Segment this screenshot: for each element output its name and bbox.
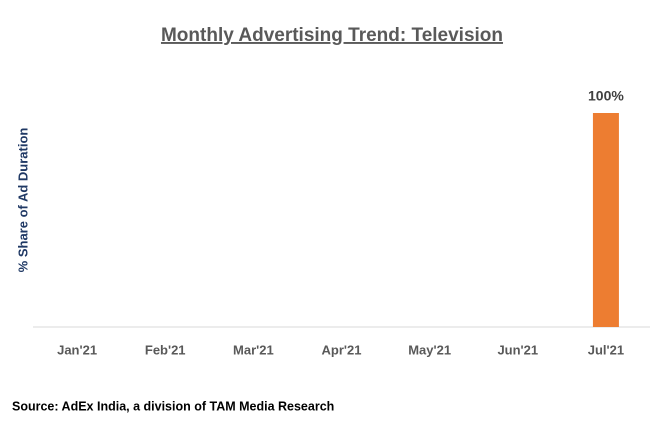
x-tick-label: Apr'21 (322, 342, 362, 357)
x-tick-label: Mar'21 (233, 342, 274, 357)
source-note: Source: AdEx India, a division of TAM Me… (12, 399, 334, 413)
chart-title: Monthly Advertising Trend: Television (161, 25, 503, 46)
bar (592, 113, 619, 327)
x-tick-label: Jan'21 (57, 342, 97, 357)
x-tick-label: Feb'21 (145, 342, 186, 357)
x-tick-label: Jun'21 (497, 342, 538, 357)
y-axis-label: % Share of Ad Duration (15, 128, 30, 273)
x-tick-label: May'21 (408, 342, 451, 357)
data-label: 100% (588, 88, 624, 104)
x-tick-label: Jul'21 (588, 342, 624, 357)
